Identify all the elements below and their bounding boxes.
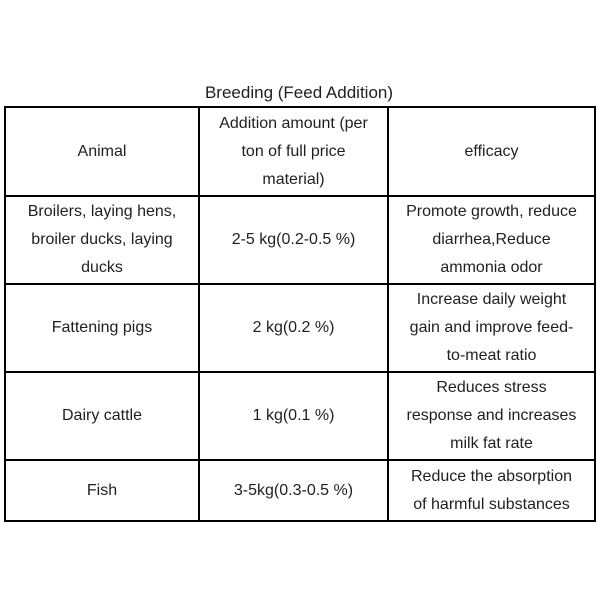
- table-title: Breeding (Feed Addition): [204, 83, 394, 102]
- cell-efficacy: Promote growth, reduce diarrhea,Reduce a…: [387, 195, 596, 285]
- cell-animal: Fish: [4, 459, 200, 522]
- header-addition-amount: Addition amount (per ton of full price m…: [198, 106, 389, 197]
- feed-addition-table: Animal Addition amount (per ton of full …: [4, 106, 596, 522]
- table-row-fish: Fish 3-5kg(0.3-0.5 %) Reduce the absorpt…: [4, 459, 596, 522]
- header-row: Animal Addition amount (per ton of full …: [4, 106, 596, 197]
- header-animal: Animal: [4, 106, 200, 197]
- cell-amount: 1 kg(0.1 %): [198, 371, 389, 461]
- cell-animal: Dairy cattle: [4, 371, 200, 461]
- cell-amount: 2 kg(0.2 %): [198, 283, 389, 373]
- table-row-dairy-cattle: Dairy cattle 1 kg(0.1 %) Reduces stress …: [4, 371, 596, 461]
- cell-amount: 3-5kg(0.3-0.5 %): [198, 459, 389, 522]
- cell-efficacy: Reduces stress response and increases mi…: [387, 371, 596, 461]
- cell-efficacy: Increase daily weight gain and improve f…: [387, 283, 596, 373]
- cell-animal: Fattening pigs: [4, 283, 200, 373]
- cell-efficacy: Reduce the absorption of harmful substan…: [387, 459, 596, 522]
- table-row-fattening-pigs: Fattening pigs 2 kg(0.2 %) Increase dail…: [4, 283, 596, 373]
- table-row-broilers: Broilers, laying hens, broiler ducks, la…: [4, 195, 596, 285]
- header-efficacy: efficacy: [387, 106, 596, 197]
- cell-amount: 2-5 kg(0.2-0.5 %): [198, 195, 389, 285]
- cell-animal: Broilers, laying hens, broiler ducks, la…: [4, 195, 200, 285]
